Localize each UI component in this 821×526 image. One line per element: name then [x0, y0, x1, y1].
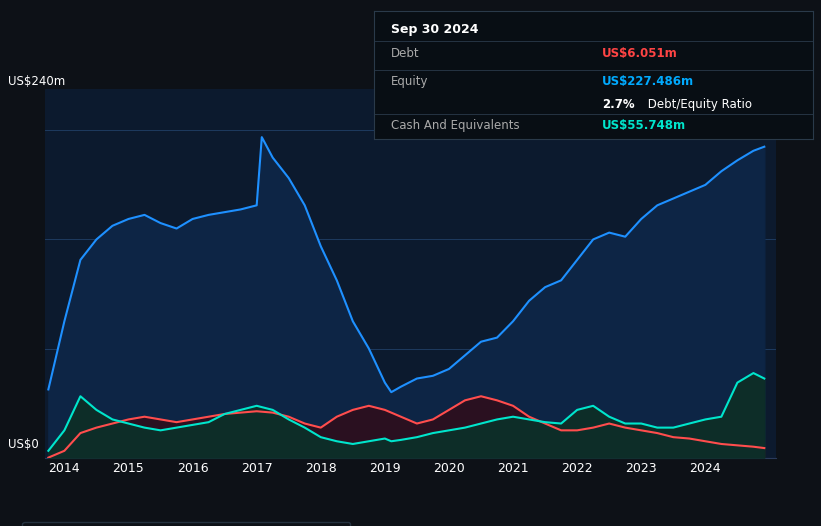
Text: Equity: Equity	[391, 75, 429, 88]
Text: 2.7%: 2.7%	[602, 98, 635, 111]
Text: Debt: Debt	[391, 47, 420, 59]
Text: US$6.051m: US$6.051m	[602, 47, 677, 59]
Text: Debt/Equity Ratio: Debt/Equity Ratio	[644, 98, 752, 111]
Text: Cash And Equivalents: Cash And Equivalents	[391, 119, 520, 132]
Legend: Debt, Equity, Cash And Equivalents: Debt, Equity, Cash And Equivalents	[22, 522, 351, 526]
Text: US$227.486m: US$227.486m	[602, 75, 694, 88]
Text: US$240m: US$240m	[8, 75, 66, 88]
Text: Sep 30 2024: Sep 30 2024	[391, 23, 479, 36]
Text: US$55.748m: US$55.748m	[602, 119, 686, 132]
Text: US$0: US$0	[8, 438, 39, 451]
